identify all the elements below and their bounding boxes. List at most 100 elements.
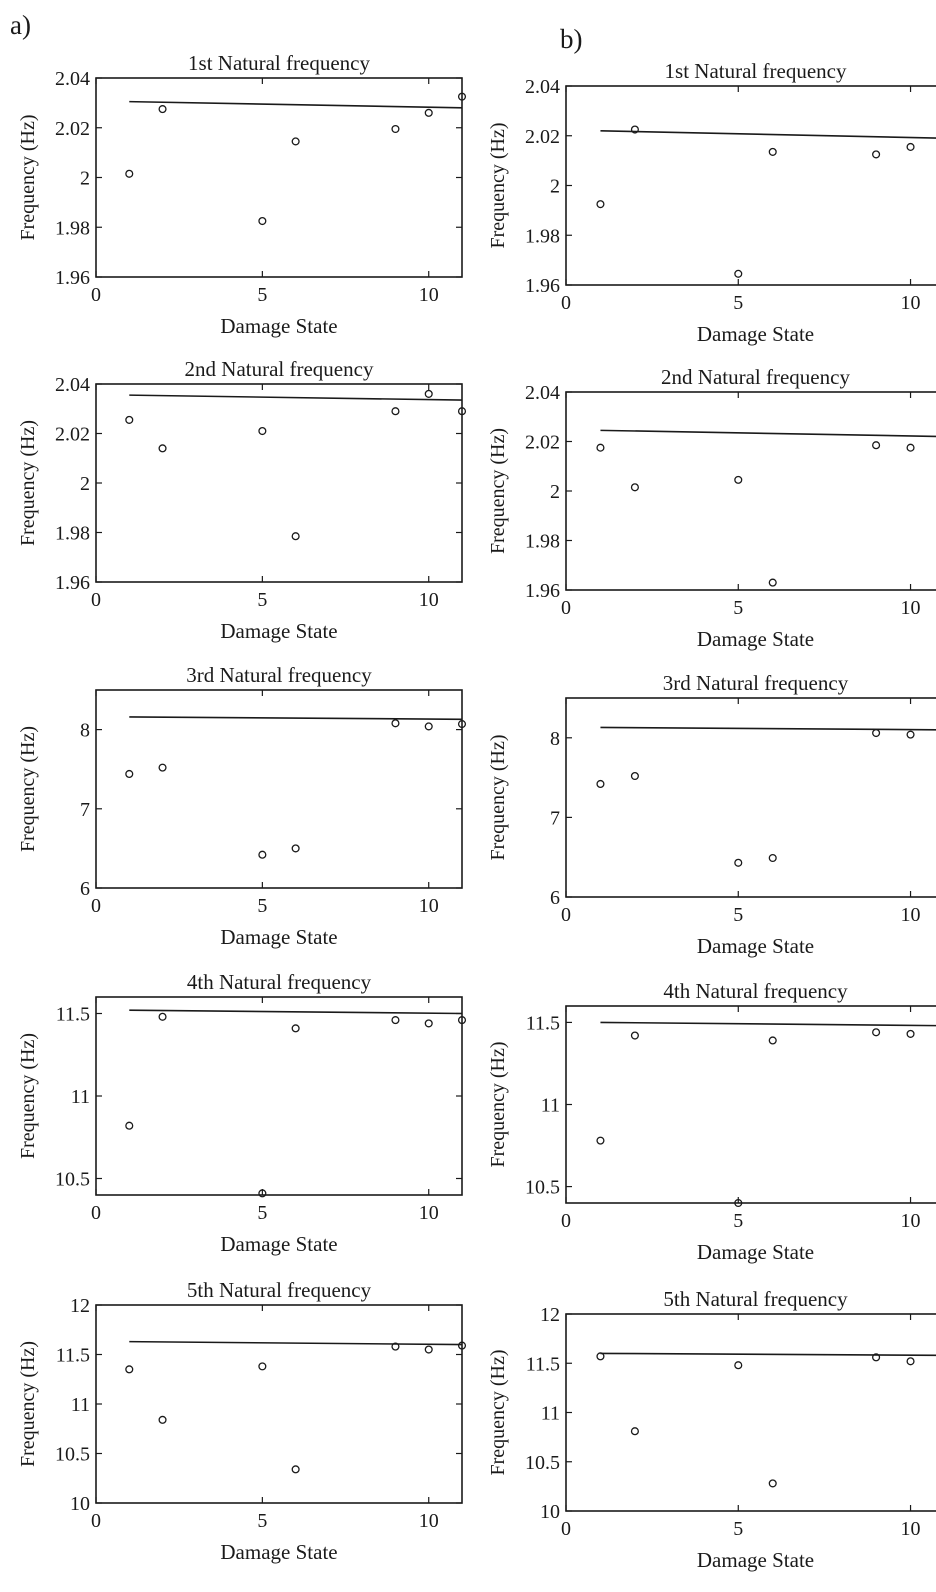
data-point bbox=[424, 389, 433, 398]
x-tick-label: 10 bbox=[419, 895, 439, 917]
reference-line bbox=[600, 429, 936, 438]
data-point bbox=[457, 92, 467, 101]
x-axis-label: Damage State bbox=[220, 1232, 337, 1256]
panel-label-a: a) bbox=[10, 10, 31, 40]
chart-panel: 2nd Natural frequency Frequency (Hz) Damag… bbox=[487, 365, 936, 651]
y-axis-label: Frequency (Hz) bbox=[487, 1041, 509, 1167]
y-tick-label: 7 bbox=[80, 799, 90, 821]
x-tick-label: 0 bbox=[561, 597, 571, 619]
x-tick-label: 5 bbox=[733, 292, 743, 314]
x-axis-label: Damage State bbox=[697, 1548, 814, 1572]
y-axis-label: Frequency (Hz) bbox=[17, 1033, 39, 1159]
data-point bbox=[258, 1362, 267, 1371]
chart-title: 2nd Natural frequency bbox=[661, 365, 850, 389]
y-tick-label: 2.04 bbox=[55, 374, 90, 396]
x-tick-label: 0 bbox=[91, 589, 101, 611]
data-point bbox=[291, 1024, 300, 1033]
data-point bbox=[596, 779, 605, 789]
data-point bbox=[630, 771, 639, 781]
x-axis-label: Damage State bbox=[697, 627, 814, 651]
data-point bbox=[258, 850, 267, 859]
data-point bbox=[768, 578, 777, 587]
reference-line bbox=[129, 100, 463, 109]
plot-frame bbox=[95, 1304, 463, 1504]
x-axis-label: Damage State bbox=[220, 1540, 337, 1564]
data-point bbox=[630, 1427, 639, 1436]
data-point bbox=[734, 269, 743, 278]
y-tick-label: 11 bbox=[541, 1403, 560, 1425]
y-axis-label: Frequency (Hz) bbox=[17, 420, 39, 546]
data-point bbox=[424, 722, 433, 731]
x-tick-label: 5 bbox=[257, 284, 267, 306]
y-tick-label: 11.5 bbox=[526, 1012, 560, 1034]
plots: 1st Natural frequency Frequency (Hz) Damag… bbox=[17, 51, 936, 1572]
x-tick-label: 5 bbox=[733, 904, 743, 926]
chart-title: 1st Natural frequency bbox=[188, 51, 370, 75]
data-point bbox=[872, 441, 881, 450]
y-tick-label: 1.98 bbox=[525, 225, 560, 247]
y-tick-label: 8 bbox=[80, 720, 90, 742]
x-tick-label: 0 bbox=[91, 1202, 101, 1224]
data-point bbox=[457, 1016, 467, 1025]
y-axis-label: Frequency (Hz) bbox=[487, 1349, 509, 1475]
x-tick-label: 10 bbox=[419, 284, 439, 306]
x-tick-label: 5 bbox=[257, 589, 267, 611]
chart-title: 2nd Natural frequency bbox=[185, 357, 374, 381]
x-tick-label: 10 bbox=[419, 589, 439, 611]
y-tick-label: 2.02 bbox=[525, 432, 560, 454]
chart-panel: 1st Natural frequency Frequency (Hz) Damag… bbox=[17, 51, 467, 338]
x-tick-label: 10 bbox=[901, 904, 921, 926]
reference-line bbox=[129, 1340, 463, 1346]
chart-panel: 5th Natural frequency Frequency (Hz) Damag… bbox=[17, 1278, 467, 1564]
data-point bbox=[872, 728, 881, 738]
chart-panel: 3rd Natural frequency Frequency (Hz) Damag… bbox=[17, 663, 467, 949]
data-point bbox=[424, 1345, 433, 1354]
x-tick-label: 0 bbox=[561, 1210, 571, 1232]
y-tick-label: 1.96 bbox=[55, 267, 90, 289]
plot-frame bbox=[95, 996, 463, 1196]
y-tick-label: 2 bbox=[550, 176, 560, 198]
y-tick-label: 11 bbox=[71, 1086, 90, 1108]
chart-panel: 1st Natural frequency Frequency (Hz) Damag… bbox=[487, 59, 936, 346]
y-tick-label: 6 bbox=[550, 887, 560, 909]
y-tick-label: 2 bbox=[80, 168, 90, 190]
data-point bbox=[906, 1357, 915, 1366]
plot-frame bbox=[565, 1005, 936, 1204]
y-tick-label: 1.96 bbox=[525, 580, 560, 602]
chart-title: 3rd Natural frequency bbox=[186, 663, 372, 687]
x-tick-label: 5 bbox=[257, 895, 267, 917]
chart-title: 4th Natural frequency bbox=[663, 979, 848, 1003]
data-point bbox=[125, 169, 134, 178]
y-axis-label: Frequency (Hz) bbox=[17, 726, 39, 852]
data-point bbox=[872, 150, 881, 159]
reference-line bbox=[129, 394, 463, 401]
reference-line bbox=[600, 1352, 936, 1357]
x-tick-label: 0 bbox=[561, 904, 571, 926]
data-point bbox=[391, 1342, 400, 1351]
x-tick-label: 0 bbox=[91, 284, 101, 306]
y-tick-label: 11 bbox=[541, 1095, 560, 1117]
reference-line bbox=[600, 1021, 936, 1027]
x-tick-label: 0 bbox=[561, 1518, 571, 1540]
data-point bbox=[734, 1361, 743, 1370]
data-point bbox=[457, 720, 467, 729]
data-point bbox=[125, 769, 134, 779]
y-tick-label: 2.02 bbox=[55, 118, 90, 140]
data-point bbox=[768, 853, 777, 863]
data-point bbox=[768, 1036, 777, 1045]
chart-title: 3rd Natural frequency bbox=[663, 671, 849, 695]
data-point bbox=[158, 444, 167, 453]
y-tick-label: 6 bbox=[80, 878, 90, 900]
chart-panel: 4th Natural frequency Frequency (Hz) Damag… bbox=[17, 970, 467, 1256]
data-point bbox=[457, 407, 467, 416]
data-point bbox=[734, 858, 743, 867]
x-axis-label: Damage State bbox=[220, 925, 337, 949]
y-tick-label: 10.5 bbox=[525, 1177, 560, 1199]
data-point bbox=[424, 108, 433, 117]
chart-title: 5th Natural frequency bbox=[187, 1278, 372, 1302]
data-point bbox=[734, 1198, 743, 1208]
data-point bbox=[258, 216, 267, 226]
x-tick-label: 5 bbox=[733, 1518, 743, 1540]
y-tick-label: 1.98 bbox=[55, 217, 90, 239]
y-tick-label: 2.02 bbox=[525, 126, 560, 148]
